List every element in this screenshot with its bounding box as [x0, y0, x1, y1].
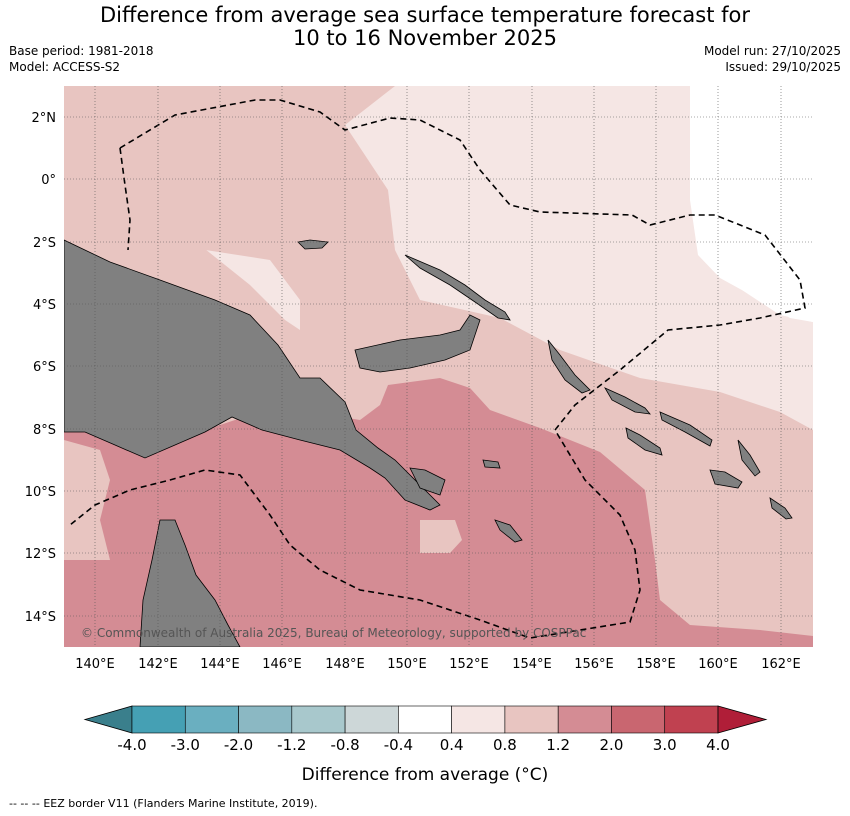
- anomaly-zone-dark: [64, 378, 813, 647]
- colorbar-tick-label: 0.4: [440, 736, 464, 754]
- lat-tick: 12°S: [25, 547, 56, 562]
- land-new-ireland: [404, 254, 511, 321]
- lat-tick: 2°N: [32, 111, 57, 126]
- lat-tick: 14°S: [25, 610, 56, 625]
- footnote-text: EEZ border V11 (Flanders Marine Institut…: [43, 797, 318, 810]
- lat-tick: 8°S: [33, 423, 56, 438]
- lon-tick: 154°E: [512, 657, 552, 672]
- base-period-label: Base period: 1981-2018: [9, 44, 154, 58]
- footnote: -- -- -- EEZ border V11 (Flanders Marine…: [9, 797, 317, 810]
- lon-tick: 150°E: [387, 657, 427, 672]
- colorbar-segment: [398, 705, 452, 734]
- colorbar-tick-label: -2.0: [224, 736, 253, 754]
- lon-tick: 160°E: [698, 657, 738, 672]
- colorbar-segment: [557, 705, 612, 734]
- lon-tick: 156°E: [574, 657, 614, 672]
- lon-tick: 142°E: [138, 657, 178, 672]
- meta-right: Model run: 27/10/2025 Issued: 29/10/2025: [704, 43, 841, 75]
- colorbar-segment: [451, 705, 506, 734]
- colorbar-extend-high: [717, 705, 768, 734]
- land-bougainville: [547, 339, 591, 394]
- lon-tick: 148°E: [325, 657, 365, 672]
- colorbar-tick-label: 4.0: [706, 736, 730, 754]
- meta-left: Base period: 1981-2018 Model: ACCESS-S2: [9, 43, 154, 75]
- colorbar-tick-label: 0.8: [493, 736, 517, 754]
- model-label: Model: ACCESS-S2: [9, 60, 121, 74]
- lat-tick: 0°: [41, 173, 56, 188]
- lat-tick: 2°S: [33, 236, 56, 251]
- issued-label: Issued: 29/10/2025: [725, 60, 841, 74]
- model-run-label: Model run: 27/10/2025: [703, 44, 841, 58]
- land-australia: [139, 519, 241, 647]
- colorbar-segment: [291, 705, 346, 734]
- lat-axis: 2°N 0° 2°S 4°S 6°S 8°S 10°S 12°S 14°S: [25, 111, 56, 625]
- lon-tick: 140°E: [75, 657, 115, 672]
- colorbar-segment: [504, 705, 559, 734]
- colorbar-tick-label: -1.2: [277, 736, 306, 754]
- colorbar-segment: [131, 705, 186, 734]
- colorbar: [83, 705, 768, 734]
- colorbar-ticks: -4.0 -3.0 -2.0 -1.2 -0.8 -0.4 0.4 0.8 1.2 2.0 3.0 4…: [117, 736, 730, 754]
- colorbar-tick-label: 2.0: [600, 736, 624, 754]
- colorbar-segment: [611, 705, 666, 734]
- land-new-britain: [354, 314, 481, 373]
- colorbar-tick-label: -0.4: [384, 736, 413, 754]
- lon-tick: 162°E: [761, 657, 801, 672]
- colorbar-tick-label: 1.2: [546, 736, 570, 754]
- colorbar-label: Difference from average (°C): [302, 765, 549, 785]
- colorbar-segment: [664, 705, 719, 734]
- map-area: © Commonwealth of Australia 2025, Bureau…: [64, 86, 813, 647]
- colorbar-tick-label: -4.0: [117, 736, 146, 754]
- lat-tick: 6°S: [33, 360, 56, 375]
- lon-tick: 144°E: [200, 657, 240, 672]
- colorbar-extend-low: [83, 705, 133, 734]
- colorbar-segment: [344, 705, 399, 734]
- lon-tick: 146°E: [262, 657, 302, 672]
- footnote-dash: -- -- --: [9, 797, 40, 810]
- lat-tick: 10°S: [25, 485, 56, 500]
- graticule: [64, 86, 813, 647]
- eez-borders: [69, 99, 806, 639]
- copyright-text: © Commonwealth of Australia 2025, Bureau…: [81, 626, 586, 640]
- lon-axis: 140°E 142°E 144°E 146°E 148°E 150°E 152°…: [75, 657, 801, 672]
- colorbar-tick-label: -3.0: [171, 736, 200, 754]
- land-new-guinea: [64, 239, 441, 511]
- title-line-2: 10 to 16 November 2025: [293, 26, 557, 50]
- colorbar-tick-label: -0.8: [330, 736, 359, 754]
- chart-title: Difference from average sea surface temp…: [0, 4, 850, 50]
- colorbar-tick-label: 3.0: [653, 736, 677, 754]
- lon-tick: 158°E: [636, 657, 676, 672]
- lat-tick: 4°S: [33, 298, 56, 313]
- title-line-1: Difference from average sea surface temp…: [100, 3, 750, 27]
- lon-tick: 152°E: [449, 657, 489, 672]
- colorbar-segment: [238, 705, 293, 734]
- colorbar-segment: [184, 705, 239, 734]
